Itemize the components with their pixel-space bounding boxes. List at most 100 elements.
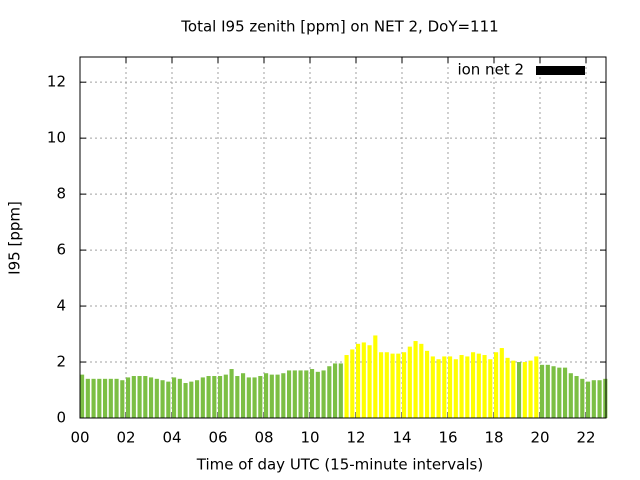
bar — [200, 377, 205, 418]
bar — [390, 353, 395, 418]
bar — [281, 373, 286, 418]
y-tick-label: 2 — [56, 353, 66, 371]
bar — [154, 378, 159, 418]
bar — [344, 355, 349, 418]
y-tick-label: 12 — [47, 73, 66, 91]
chart-title: Total I95 zenith [ppm] on NET 2, DoY=111 — [180, 18, 498, 36]
x-tick-label: 06 — [208, 429, 227, 447]
bar — [465, 356, 470, 418]
bar — [470, 352, 476, 418]
bar — [528, 360, 533, 418]
bar — [378, 352, 384, 418]
bar — [551, 366, 556, 418]
bar — [183, 383, 188, 418]
bar — [396, 353, 401, 418]
legend-swatch — [536, 66, 585, 75]
bar — [327, 366, 332, 418]
bar — [304, 370, 309, 418]
x-tick-label: 14 — [392, 429, 411, 447]
bar — [568, 373, 573, 418]
bar — [442, 356, 447, 418]
bar — [143, 376, 148, 418]
bar — [177, 378, 182, 418]
bar — [85, 378, 90, 418]
bar — [597, 380, 602, 418]
bar — [419, 343, 424, 418]
bar — [108, 378, 113, 418]
y-tick-label: 0 — [56, 409, 66, 427]
bar — [252, 377, 257, 418]
bar — [539, 364, 545, 418]
bar — [338, 363, 343, 418]
bar — [269, 374, 274, 418]
bar — [114, 378, 119, 418]
bar — [80, 374, 85, 418]
bar — [591, 380, 596, 418]
bar — [217, 376, 223, 418]
bar — [171, 377, 177, 418]
bar — [499, 348, 504, 418]
bar — [223, 374, 228, 418]
x-tick-label: 16 — [438, 429, 457, 447]
bar — [350, 349, 355, 418]
bar — [361, 342, 366, 418]
bar — [367, 345, 372, 418]
y-tick-label: 6 — [56, 241, 66, 259]
bar — [545, 364, 550, 418]
bar — [229, 369, 234, 418]
bar — [206, 376, 211, 418]
x-tick-label: 02 — [116, 429, 135, 447]
x-tick-label: 04 — [162, 429, 181, 447]
x-tick-label: 00 — [70, 429, 89, 447]
bar — [275, 374, 280, 418]
bar — [102, 378, 108, 418]
bar — [91, 378, 96, 418]
bar — [148, 377, 154, 418]
bar — [516, 362, 522, 418]
plot-frame — [79, 56, 607, 419]
bar — [447, 356, 453, 418]
bar — [407, 346, 412, 418]
bar — [430, 356, 435, 418]
bar — [131, 376, 136, 418]
bar — [332, 363, 338, 418]
bar — [240, 373, 246, 418]
bar — [315, 371, 320, 418]
bar — [401, 352, 407, 418]
bar — [493, 352, 499, 418]
y-tick-label: 8 — [56, 185, 66, 203]
bar — [436, 359, 441, 418]
bar — [373, 335, 378, 418]
bar — [488, 359, 493, 418]
legend-label: ion net 2 — [457, 61, 524, 79]
x-tick-label: 08 — [254, 429, 273, 447]
bar — [511, 360, 516, 418]
bar — [384, 352, 389, 418]
bar — [212, 376, 217, 418]
x-tick-label: 12 — [346, 429, 365, 447]
x-tick-label: 18 — [484, 429, 503, 447]
bar — [125, 377, 131, 418]
x-tick-label: 10 — [300, 429, 319, 447]
bar — [585, 381, 591, 418]
y-axis-label: I95 [ppm] — [6, 201, 24, 275]
bar — [522, 362, 527, 418]
bar — [453, 359, 458, 418]
bar — [309, 369, 315, 418]
bar — [505, 357, 510, 418]
bar — [189, 381, 194, 418]
x-axis-label: Time of day UTC (15-minute intervals) — [196, 456, 483, 474]
bar — [263, 373, 269, 418]
bar — [286, 370, 292, 418]
bar — [557, 367, 562, 418]
bar — [120, 380, 125, 418]
y-tick-label: 10 — [47, 129, 66, 147]
bar — [298, 370, 303, 418]
bar — [580, 378, 585, 418]
bar — [292, 370, 297, 418]
bar — [482, 355, 487, 418]
bar — [355, 343, 361, 418]
x-tick-label: 22 — [576, 429, 595, 447]
bar — [534, 356, 539, 418]
